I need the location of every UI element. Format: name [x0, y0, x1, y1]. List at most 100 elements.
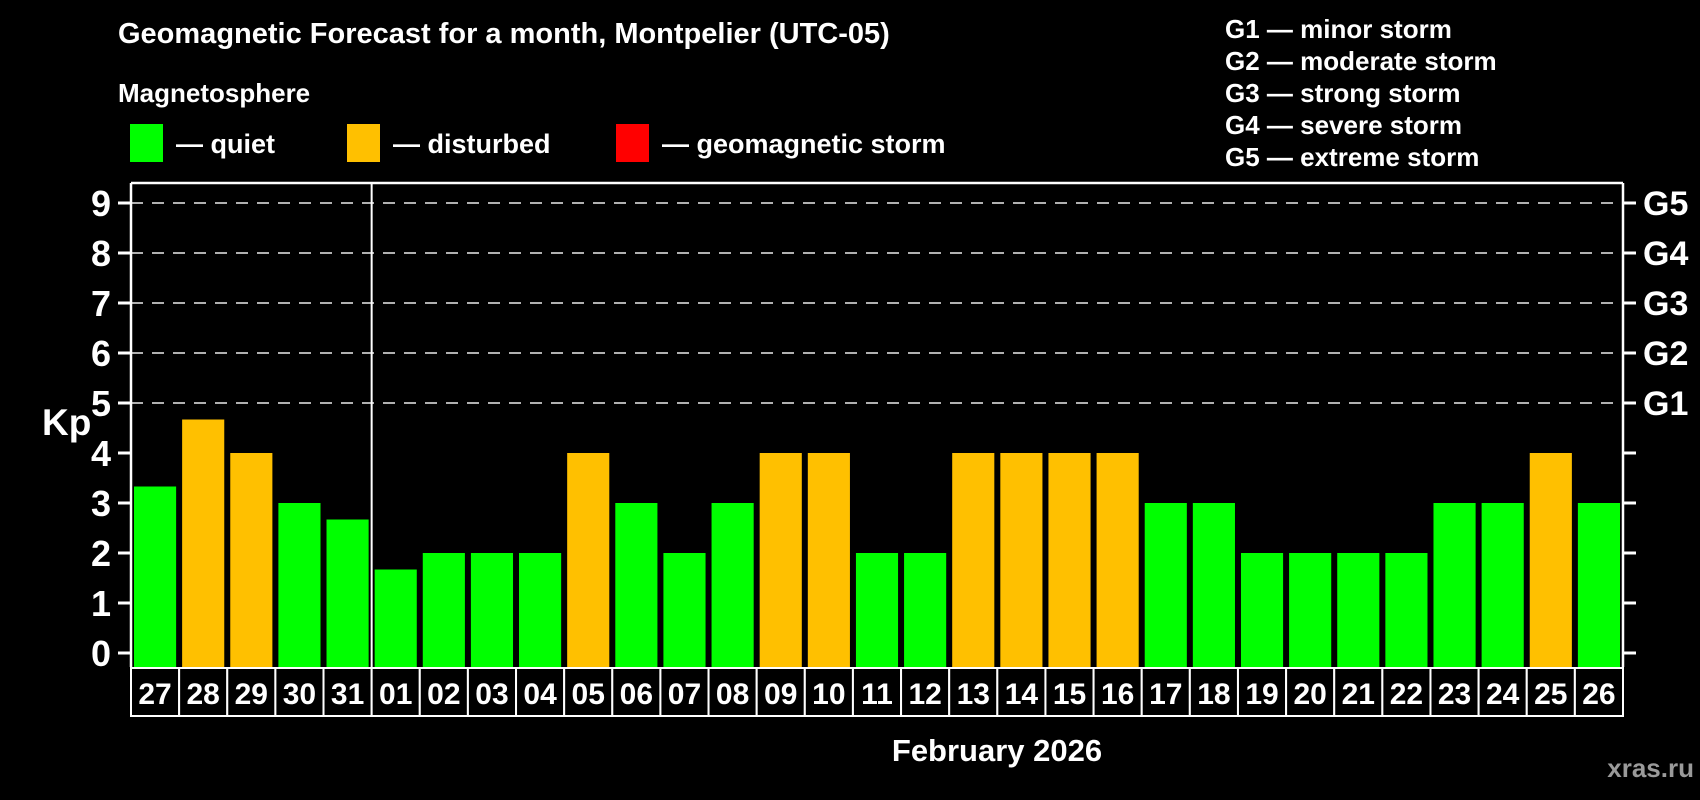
day-label: 17: [1149, 678, 1182, 711]
day-label: 11: [861, 678, 893, 711]
day-label: 23: [1438, 678, 1471, 711]
kp-bar: [1337, 553, 1380, 667]
day-cell: [996, 667, 1047, 717]
day-cell: [803, 667, 854, 717]
y-tick-label: 0: [91, 633, 111, 674]
day-cell: [322, 667, 373, 717]
kp-bar: [182, 419, 225, 667]
day-label: 05: [572, 678, 605, 711]
day-cell: [515, 667, 566, 717]
kp-bar: [1000, 453, 1043, 667]
kp-bar: [1577, 503, 1620, 667]
g-scale-label: G2: [1643, 335, 1688, 373]
day-label: 06: [620, 678, 653, 711]
g-scale-label: G1: [1643, 385, 1688, 423]
storm-legend-label: — geomagnetic storm: [662, 129, 946, 159]
y-tick-label: 6: [91, 333, 111, 374]
g-scale-label: G3: [1643, 285, 1688, 323]
kp-bar: [855, 553, 899, 667]
day-label: 24: [1486, 678, 1520, 711]
kp-bar: [1433, 503, 1476, 667]
day-label: 07: [668, 678, 701, 711]
storm-scale-legend-item: G3 — strong storm: [1225, 78, 1461, 108]
g-scale-label: G5: [1643, 185, 1688, 223]
quiet-legend-swatch: [130, 124, 163, 162]
y-tick-label: 2: [91, 533, 111, 574]
kp-bar: [278, 503, 321, 667]
kp-bar: [1192, 503, 1235, 667]
day-cell: [226, 667, 277, 717]
day-cell: [274, 667, 325, 717]
day-label: 26: [1582, 678, 1615, 711]
day-label: 16: [1101, 678, 1134, 711]
kp-bar: [567, 453, 610, 667]
y-tick-label: 7: [91, 283, 111, 324]
day-label: 19: [1245, 678, 1278, 711]
kp-bar: [904, 553, 947, 667]
kp-bar: [1385, 553, 1428, 667]
day-label: 29: [235, 678, 268, 711]
storm-scale-legend-item: G2 — moderate storm: [1225, 46, 1497, 76]
day-label: 28: [187, 678, 220, 711]
day-cell: [1429, 667, 1480, 717]
kp-bar: [326, 519, 369, 667]
day-cell: [948, 667, 999, 717]
kp-bar: [470, 553, 514, 667]
day-cell: [418, 667, 469, 717]
storm-scale-legend-item: G4 — severe storm: [1225, 110, 1463, 140]
day-label: 04: [523, 678, 557, 711]
page-title: Geomagnetic Forecast for a month, Montpe…: [118, 18, 890, 50]
day-label: 21: [1342, 678, 1375, 711]
day-label: 20: [1293, 678, 1326, 711]
y-tick-label: 1: [91, 583, 111, 624]
storm-scale-legend: G1 — minor storm G2 — moderate storm G3 …: [1225, 13, 1497, 173]
day-label: 10: [812, 678, 845, 711]
day-label: 01: [379, 678, 412, 711]
x-axis-month-label: February 2026: [891, 733, 1103, 768]
kp-bar: [1048, 453, 1091, 667]
watermark: xras.ru: [1607, 753, 1694, 783]
kp-bar: [711, 503, 754, 667]
day-label: 02: [427, 678, 460, 711]
quiet-legend-label: — quiet: [176, 129, 275, 159]
day-cell: [1188, 667, 1239, 717]
y-tick-label: 8: [91, 233, 111, 274]
day-cell: [707, 667, 758, 717]
y-axis-label: Kp: [42, 402, 92, 443]
day-label: 14: [1005, 678, 1039, 711]
day-label: 08: [716, 678, 749, 711]
kp-bar: [1529, 453, 1572, 667]
day-cell: [1333, 667, 1384, 717]
kp-bar: [615, 503, 658, 667]
disturbed-legend-swatch: [347, 124, 380, 162]
day-label: 15: [1053, 678, 1086, 711]
kp-bar: [952, 453, 995, 667]
day-cell: [1236, 667, 1288, 717]
day-label: 03: [475, 678, 508, 711]
day-label: 18: [1197, 678, 1230, 711]
kp-bar: [519, 553, 562, 667]
day-label: 27: [138, 678, 171, 711]
kp-bar: [759, 453, 802, 667]
y-tick-label: 4: [91, 433, 111, 474]
day-cell: [1381, 667, 1432, 717]
storm-scale-legend-item: G1 — minor storm: [1225, 14, 1452, 44]
y-tick-label: 5: [91, 383, 111, 424]
day-cell: [1573, 667, 1625, 717]
kp-bar: [807, 453, 850, 667]
y-tick-label: 3: [91, 483, 111, 524]
kp-bar: [1289, 553, 1332, 667]
day-cell: [178, 667, 229, 717]
day-cell: [755, 667, 806, 717]
day-label: 31: [331, 678, 364, 711]
storm-scale-legend-item: G5 — extreme storm: [1225, 142, 1480, 172]
kp-bar: [663, 553, 706, 667]
day-label: 09: [764, 678, 797, 711]
day-cell: [659, 667, 710, 717]
day-cell: [1044, 667, 1095, 717]
kp-bar: [1144, 503, 1187, 667]
day-label: 25: [1534, 678, 1567, 711]
kp-bar: [1240, 553, 1284, 667]
kp-bar: [1096, 453, 1139, 667]
